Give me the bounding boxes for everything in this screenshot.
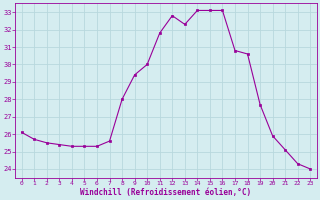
X-axis label: Windchill (Refroidissement éolien,°C): Windchill (Refroidissement éolien,°C) xyxy=(80,188,252,197)
